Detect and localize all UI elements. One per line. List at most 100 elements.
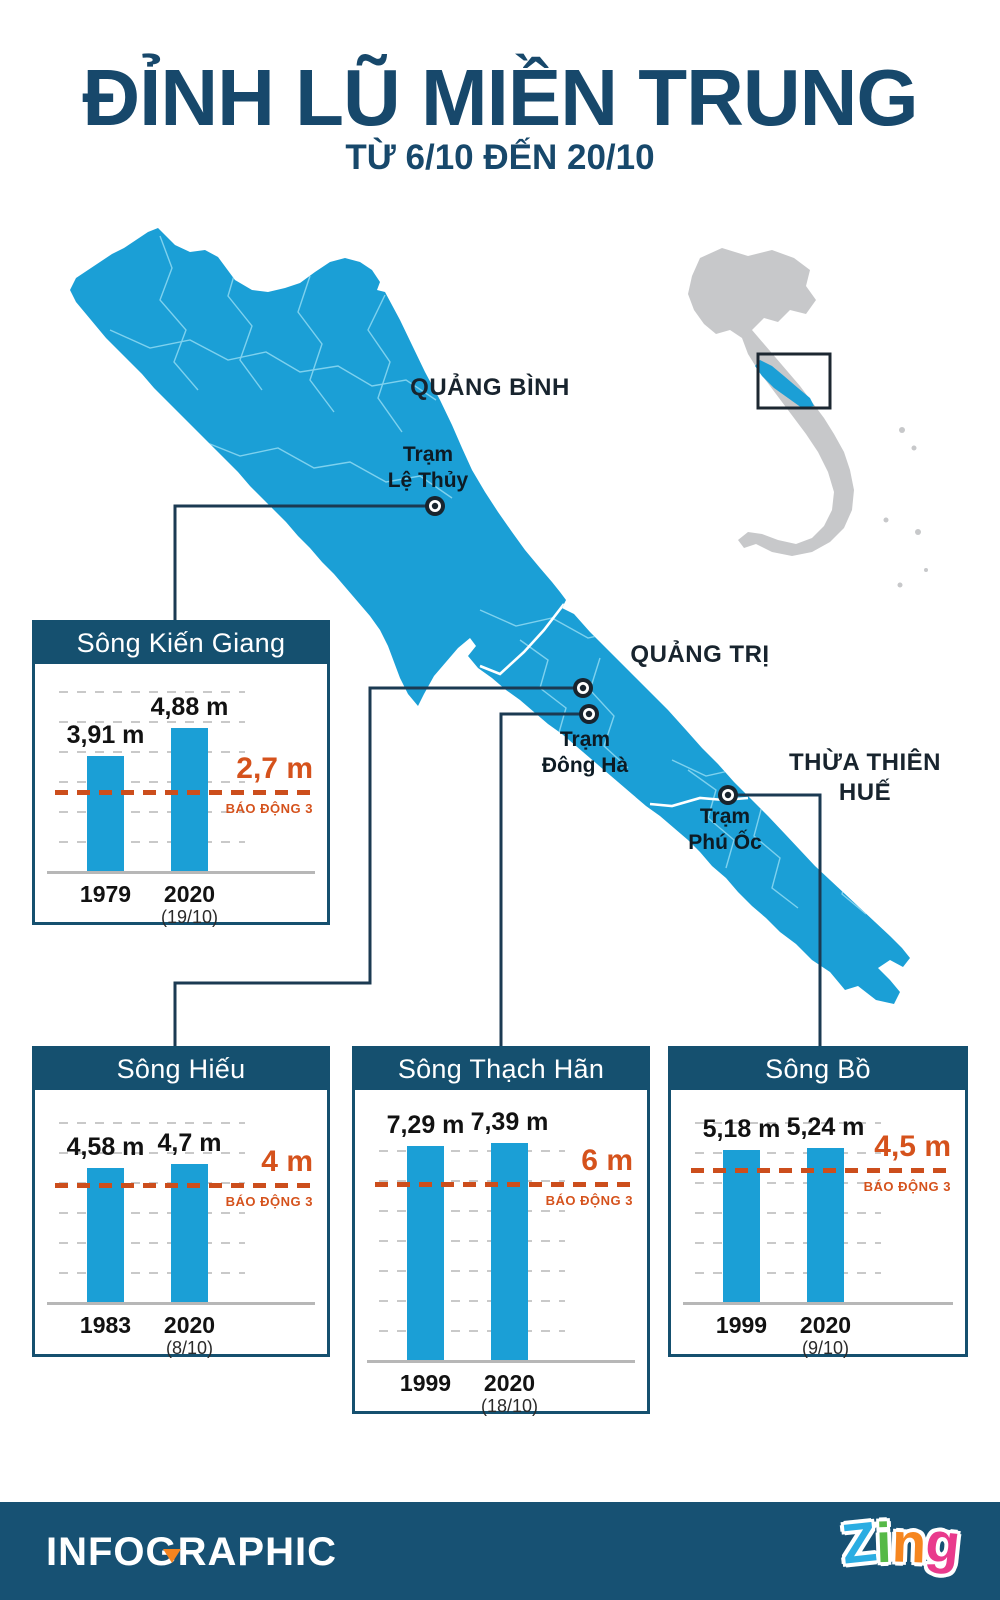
bar-year-label: 1983	[79, 1312, 132, 1338]
gridline	[59, 811, 245, 813]
gridline	[695, 1212, 881, 1214]
gridline	[379, 1330, 565, 1332]
alert-level-label: 4,5 m	[874, 1130, 951, 1163]
gridline	[59, 751, 245, 753]
axis-baseline	[367, 1360, 635, 1363]
brand-triangle-icon	[163, 1549, 181, 1563]
province-label-thua-thien-hue: THỪA THIÊN HUẾ	[788, 749, 941, 806]
alert-name-label: BÁO ĐỘNG 3	[225, 1194, 313, 1209]
zing-letter: i	[874, 1510, 893, 1575]
bar-value-label: 7,39 m	[470, 1108, 549, 1136]
station-label-phu-oc: Trạm Phú Ốc	[688, 805, 762, 855]
axis-baseline	[683, 1302, 953, 1305]
chart-song-thach-han: Sông Thạch Hãn 7,29 m 1999 7,39 m 2020 (18/1…	[352, 1046, 650, 1416]
gridline	[379, 1240, 565, 1242]
station-label-dong-ha: Trạm Đông Hà	[541, 728, 629, 778]
bar-date-label: (18/10)	[480, 1396, 539, 1416]
axis-baseline	[47, 871, 315, 874]
bar-year-label: 1979	[79, 881, 132, 907]
bar-value-label: 5,24 m	[786, 1113, 865, 1141]
bar-value-label: 4,58 m	[66, 1133, 145, 1161]
value-bar	[87, 1168, 124, 1302]
value-bar	[807, 1148, 844, 1302]
gridline	[695, 1272, 881, 1274]
chart-song-bo: Sông Bồ 5,18 m 1999 5,24 m 2020 (9/10) 4,5 m B…	[668, 1046, 968, 1358]
gridline	[59, 781, 245, 783]
chart-title: Sông Thạch Hãn	[354, 1048, 648, 1090]
chart-song-kien-giang: Sông Kiến Giang 3,91 m 1979 4,88 m 2020 (19/…	[32, 620, 330, 927]
value-bar	[491, 1143, 528, 1360]
value-bar	[87, 756, 124, 871]
marker-le-thuy	[425, 496, 445, 516]
chart-plot: 3,91 m 1979 4,88 m 2020 (19/10) 2,7 m BÁO ĐỘNG…	[35, 623, 327, 927]
bar-year-label: 2020	[163, 881, 216, 907]
vietnam-silhouette	[688, 248, 854, 556]
chart-title: Sông Hiếu	[34, 1048, 328, 1090]
gridline	[59, 1242, 245, 1244]
marker-dong-ha-thach-han	[579, 704, 599, 724]
alert-threshold-line	[375, 1182, 633, 1187]
chart-song-hieu: Sông Hiếu 4,58 m 1983 4,7 m 2020 (8/10) 4 m BÁ…	[32, 1046, 330, 1358]
gridline	[379, 1300, 565, 1302]
marker-dong-ha-hieu	[573, 678, 593, 698]
alert-threshold-line	[55, 1183, 313, 1188]
gridline	[59, 841, 245, 843]
page-subtitle: TỪ 6/10 ĐẾN 20/10	[345, 138, 655, 177]
bar-year-label: 1999	[715, 1312, 768, 1338]
inset-islands	[883, 427, 928, 588]
alert-level-label: 4 m	[261, 1145, 313, 1178]
gridline	[695, 1242, 881, 1244]
alert-name-label: BÁO ĐỘNG 3	[545, 1193, 633, 1208]
bar-year-label: 2020	[799, 1312, 852, 1338]
station-label-le-thuy: Trạm Lệ Thủy	[387, 443, 469, 493]
bar-value-label: 7,29 m	[386, 1111, 465, 1139]
gridline	[59, 1212, 245, 1214]
bar-date-label: (19/10)	[160, 907, 219, 927]
gridline	[695, 1152, 881, 1154]
gridline	[379, 1180, 565, 1182]
zing-logo: Zing	[839, 1509, 964, 1576]
chart-title: Sông Bồ	[670, 1048, 966, 1090]
alert-level-label: 2,7 m	[236, 752, 313, 785]
value-bar	[407, 1146, 444, 1360]
inset-highlight-region	[755, 360, 814, 408]
axis-baseline	[47, 1302, 315, 1305]
gridline	[695, 1122, 881, 1124]
gridline	[695, 1182, 881, 1184]
alert-level-label: 6 m	[581, 1144, 633, 1177]
value-bar	[171, 728, 208, 871]
value-bar	[723, 1150, 760, 1302]
chart-plot: 7,29 m 1999 7,39 m 2020 (18/10) 6 m BÁO ĐỘNG 3	[355, 1049, 647, 1416]
infographic-wordmark: INFOGRAPHIC	[46, 1530, 337, 1574]
footer-bar: INFOGRAPHIC Zing	[0, 1502, 1000, 1600]
bar-value-label: 5,18 m	[702, 1115, 781, 1143]
alert-name-label: BÁO ĐỘNG 3	[225, 801, 313, 816]
inset-focus-rectangle	[756, 352, 832, 410]
zing-letter: g	[922, 1509, 964, 1576]
connector-lines	[173, 504, 822, 1048]
bar-date-label: (9/10)	[801, 1338, 850, 1358]
zing-letter: n	[890, 1510, 927, 1575]
chart-plot: 4,58 m 1983 4,7 m 2020 (8/10) 4 m BÁO ĐỘNG 3	[35, 1049, 327, 1358]
alert-name-label: BÁO ĐỘNG 3	[863, 1179, 951, 1194]
bar-year-label: 2020	[163, 1312, 216, 1338]
gridline	[379, 1270, 565, 1272]
marker-phu-oc	[718, 785, 738, 805]
gridline	[379, 1210, 565, 1212]
bar-year-label: 1999	[399, 1370, 452, 1396]
chart-title: Sông Kiến Giang	[34, 622, 328, 664]
alert-threshold-line	[691, 1168, 951, 1173]
province-label-quang-binh: QUẢNG BÌNH	[410, 374, 570, 401]
gridline	[59, 1152, 245, 1154]
gridline	[59, 691, 245, 693]
gridline	[59, 1122, 245, 1124]
page-title: ĐỈNH LŨ MIỀN TRUNG	[82, 53, 918, 142]
zing-letter: Z	[838, 1509, 880, 1576]
gridline	[59, 1272, 245, 1274]
map-landmass	[70, 228, 910, 1004]
bar-value-label: 4,88 m	[150, 693, 229, 721]
station-markers	[425, 496, 738, 805]
alert-threshold-line	[55, 790, 313, 795]
